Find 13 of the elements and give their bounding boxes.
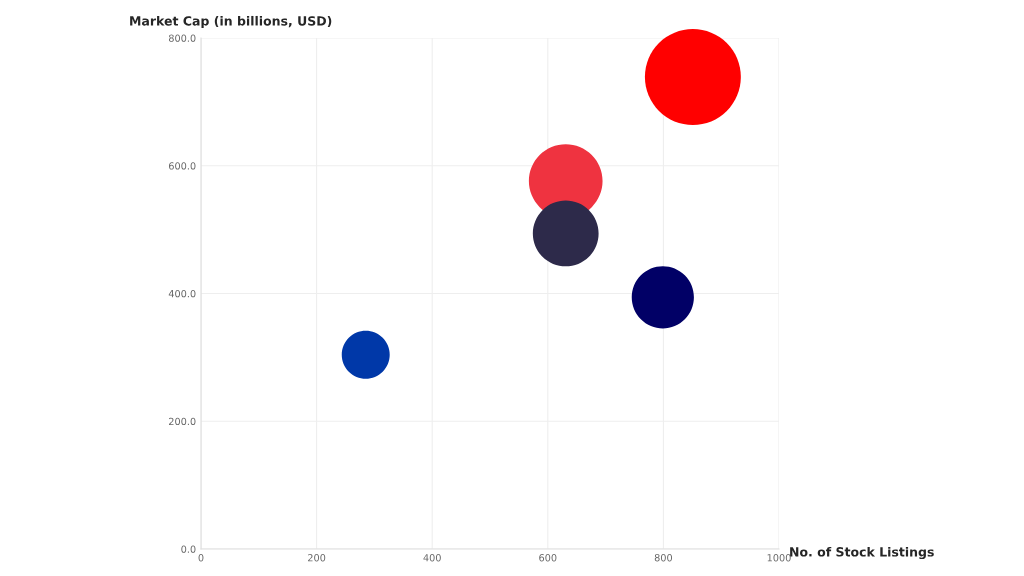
x-tick-label: 1000: [767, 554, 791, 562]
y-tick-label: 200.0: [169, 417, 196, 426]
x-tick-label: 800: [654, 554, 673, 562]
y-axis-title: Market Cap (in billions, USD): [130, 15, 332, 29]
x-axis-title: No. of Stock Listings: [790, 546, 934, 560]
x-tick-label: 200: [308, 554, 326, 562]
y-tick-label: 400.0: [168, 289, 196, 298]
x-tick-label: 400: [423, 554, 441, 562]
y-tick-label: 800.0: [168, 34, 196, 42]
y-tick-label: 0.0: [181, 545, 196, 553]
x-tick-label: 0: [198, 554, 204, 562]
y-tick-label: 600.0: [168, 162, 196, 170]
x-tick-label: 600: [539, 554, 557, 562]
